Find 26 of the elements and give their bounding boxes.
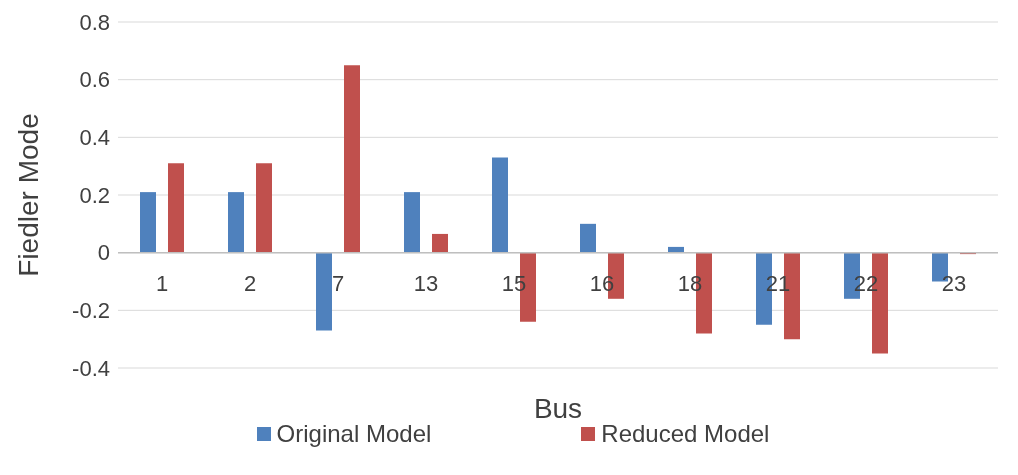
y-tick-label: 0.8 bbox=[79, 9, 110, 35]
bar bbox=[316, 252, 332, 331]
y-tick-label: 0 bbox=[97, 240, 110, 266]
y-tick-label: -0.4 bbox=[72, 355, 110, 381]
legend-label: Original Model bbox=[276, 420, 432, 448]
x-tick-label: 7 bbox=[331, 270, 345, 296]
x-tick-label: 13 bbox=[413, 270, 439, 296]
bar bbox=[256, 163, 272, 253]
y-tick-label: 0.6 bbox=[79, 67, 110, 93]
bar bbox=[168, 163, 184, 253]
y-tick-label: 0.4 bbox=[79, 125, 110, 151]
bar bbox=[140, 192, 156, 253]
x-tick-label: 23 bbox=[941, 270, 967, 296]
x-axis-title: Bus bbox=[533, 393, 583, 424]
bar bbox=[492, 157, 508, 253]
bar bbox=[344, 65, 360, 253]
y-axis-title: Fiedler Mode bbox=[12, 113, 44, 277]
bar bbox=[580, 223, 596, 253]
x-tick-label: 2 bbox=[243, 270, 257, 296]
bar bbox=[432, 233, 448, 253]
y-tick-label: 0.2 bbox=[79, 182, 110, 208]
bar bbox=[228, 192, 244, 253]
x-tick-label: 1 bbox=[155, 270, 169, 296]
bar bbox=[404, 192, 420, 253]
y-tick-label: -0.2 bbox=[72, 298, 110, 324]
legend-label: Reduced Model bbox=[601, 420, 770, 448]
